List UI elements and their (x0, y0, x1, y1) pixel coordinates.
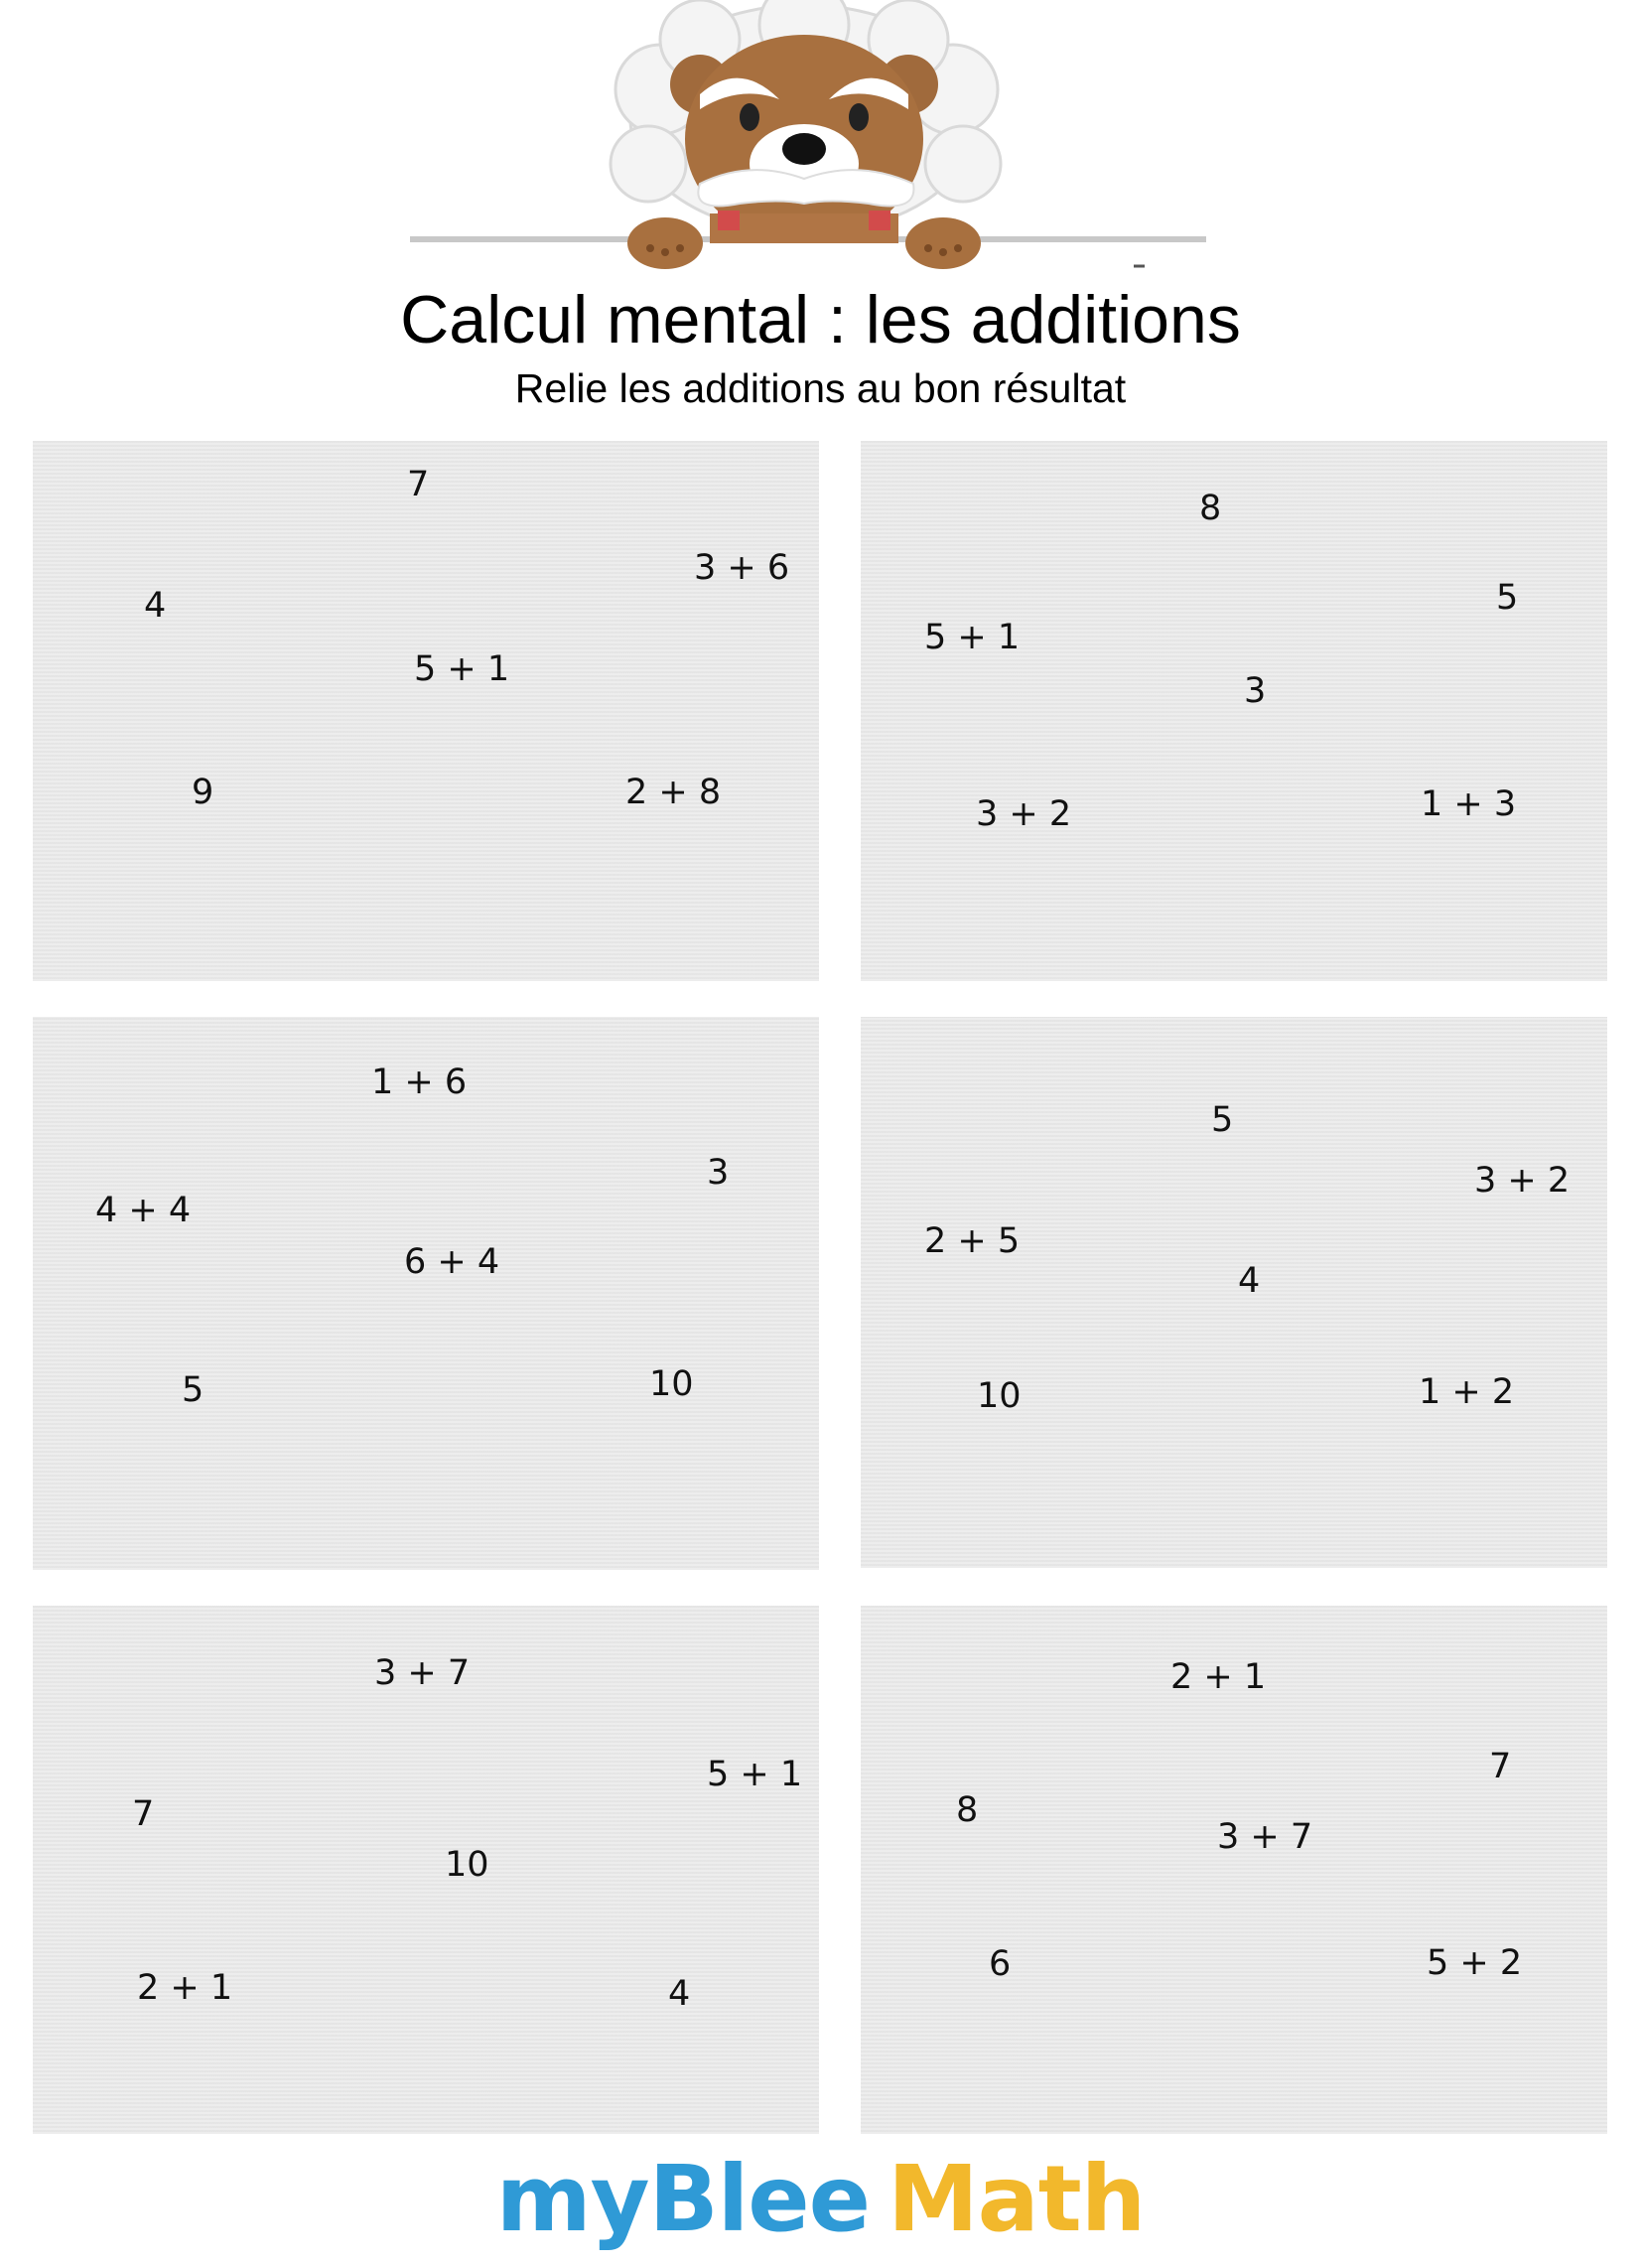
exercise-item[interactable]: 3 (1244, 671, 1267, 711)
exercise-item[interactable]: 5 + 1 (924, 618, 1021, 657)
exercise-item[interactable]: 5 (1496, 578, 1519, 618)
exercise-item[interactable]: 1 + 3 (1421, 784, 1517, 824)
exercise-item[interactable]: 5 + 1 (414, 649, 510, 689)
exercise-panel-3: 1 + 6 3 4 + 4 6 + 4 5 10 (33, 1017, 819, 1570)
exercise-item[interactable]: 1 + 2 (1419, 1372, 1515, 1412)
exercise-item[interactable]: 4 + 4 (95, 1191, 192, 1230)
exercise-panel-6: 2 + 1 7 8 3 + 7 6 5 + 2 (861, 1606, 1607, 2134)
exercise-panel-5: 3 + 7 5 + 1 7 10 2 + 1 4 (33, 1606, 819, 2134)
exercise-panel-1: 7 3 + 6 4 5 + 1 9 2 + 8 (33, 441, 819, 981)
exercise-item[interactable]: 3 + 6 (694, 548, 790, 588)
exercise-item[interactable]: 2 + 1 (137, 1968, 233, 2008)
bear-mascot-illustration (410, 0, 1206, 269)
exercise-item[interactable]: 1 + 6 (371, 1063, 468, 1102)
exercise-item[interactable]: 7 (1489, 1747, 1512, 1786)
exercise-item[interactable]: 4 (1238, 1261, 1261, 1301)
exercise-item[interactable]: 6 + 4 (404, 1242, 500, 1282)
exercise-item[interactable]: 10 (445, 1845, 489, 1885)
page-subtitle: Relie les additions au bon résultat (514, 365, 1127, 411)
exercise-item[interactable]: 3 + 7 (374, 1653, 471, 1693)
exercise-item[interactable]: 9 (192, 773, 214, 812)
exercise-item[interactable]: 8 (956, 1790, 979, 1830)
myblee-math-logo: myBlee Math (0, 2145, 1641, 2254)
exercise-item[interactable]: 2 + 5 (924, 1221, 1021, 1261)
exercise-item[interactable]: 3 (707, 1153, 730, 1193)
exercise-item[interactable]: 10 (977, 1376, 1022, 1416)
exercise-item[interactable]: 3 + 2 (976, 794, 1072, 834)
exercise-item[interactable]: 7 (132, 1794, 155, 1834)
exercise-item[interactable]: 8 (1199, 489, 1222, 528)
exercise-item[interactable]: 7 (407, 465, 430, 504)
exercise-item[interactable]: 5 (1211, 1100, 1234, 1140)
exercise-item[interactable]: 2 + 1 (1170, 1657, 1267, 1697)
logo-part-myblee: myBlee (495, 2146, 871, 2252)
exercise-item[interactable]: 5 (182, 1370, 205, 1410)
page-title: Calcul mental : les additions (400, 282, 1241, 357)
exercise-item[interactable]: 10 (649, 1364, 694, 1404)
exercise-item[interactable]: 5 + 2 (1427, 1943, 1523, 1983)
exercise-item[interactable]: 4 (668, 1974, 691, 2014)
exercise-item[interactable]: 3 + 2 (1474, 1161, 1571, 1201)
exercise-item[interactable]: 4 (144, 586, 167, 626)
exercise-item[interactable]: 6 (989, 1944, 1012, 1984)
exercise-item[interactable]: 5 + 1 (707, 1755, 803, 1794)
logo-part-math: Math (888, 2146, 1146, 2252)
exercise-item[interactable]: 2 + 8 (625, 773, 722, 812)
exercise-panel-4: 5 3 + 2 2 + 5 4 10 1 + 2 (861, 1017, 1607, 1568)
exercise-item[interactable]: 3 + 7 (1217, 1817, 1313, 1857)
exercise-panel-2: 8 5 5 + 1 3 3 + 2 1 + 3 (861, 441, 1607, 981)
